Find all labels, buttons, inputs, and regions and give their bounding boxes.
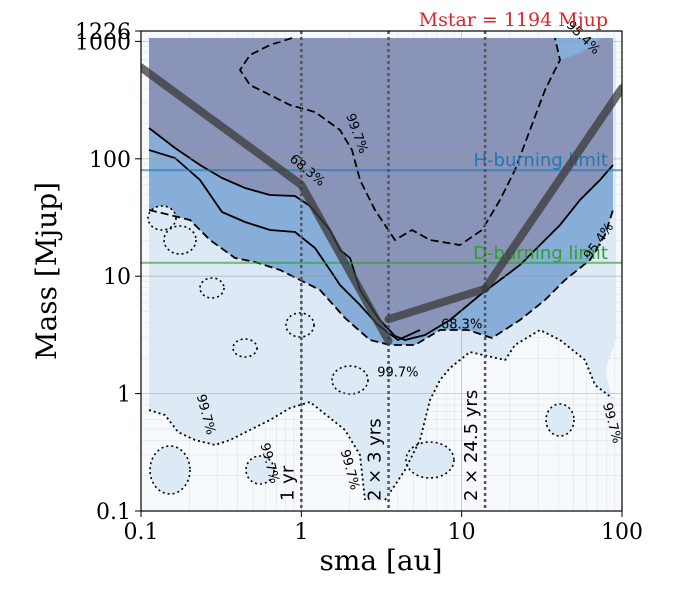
y-tick-label-1: 1 xyxy=(117,383,131,408)
period-label-0: 1 yr xyxy=(277,465,298,501)
contour-line-99-7-islands xyxy=(147,205,575,495)
x-tick-label-1: 1 xyxy=(294,520,308,545)
contour-islands xyxy=(148,206,574,494)
sensitivity-segment-1 xyxy=(384,284,490,324)
contour-line-99-7 xyxy=(148,328,613,501)
plot-frame xyxy=(140,30,623,512)
y-tick-label-0: 0.1 xyxy=(96,500,131,525)
y-tick-label-4: 1000 xyxy=(75,30,131,55)
contour-line-95-4-b xyxy=(148,209,614,346)
x-tick-label-0: 0.1 xyxy=(124,520,159,545)
period-label-1: 2 × 3 yrs xyxy=(365,418,386,501)
sensitivity-segment-2 xyxy=(481,84,622,293)
limit-label-0: H-burning limit xyxy=(473,150,608,171)
sensitivity-curve xyxy=(141,63,622,346)
x-tick-label-3: 100 xyxy=(601,520,643,545)
y-axis-title: Mass [Mjup] xyxy=(30,182,63,360)
y-tick-label-5: 1226 xyxy=(75,20,131,45)
x-axis-title: sma [au] xyxy=(319,544,442,577)
stellar-mass-annotation: Mstar = 1194 Mjup xyxy=(419,9,608,31)
contour-label-5: 99.7% xyxy=(377,365,418,380)
contour-line-95-4 xyxy=(238,37,561,246)
sensitivity-segment-0 xyxy=(141,63,393,346)
period-label-2: 2 × 24.5 yrs xyxy=(461,390,482,501)
contour-label-1: 68.3% xyxy=(441,317,482,332)
y-tick-label-2: 10 xyxy=(103,265,131,290)
period-lines: 1 yr 2 × 3 yrs 2 × 24.5 yrs xyxy=(277,31,487,511)
x-axis-ticks: 0.1 1 10 100 xyxy=(124,511,643,545)
x-tick-label-2: 10 xyxy=(448,520,476,545)
y-tick-label-3: 100 xyxy=(89,148,131,173)
